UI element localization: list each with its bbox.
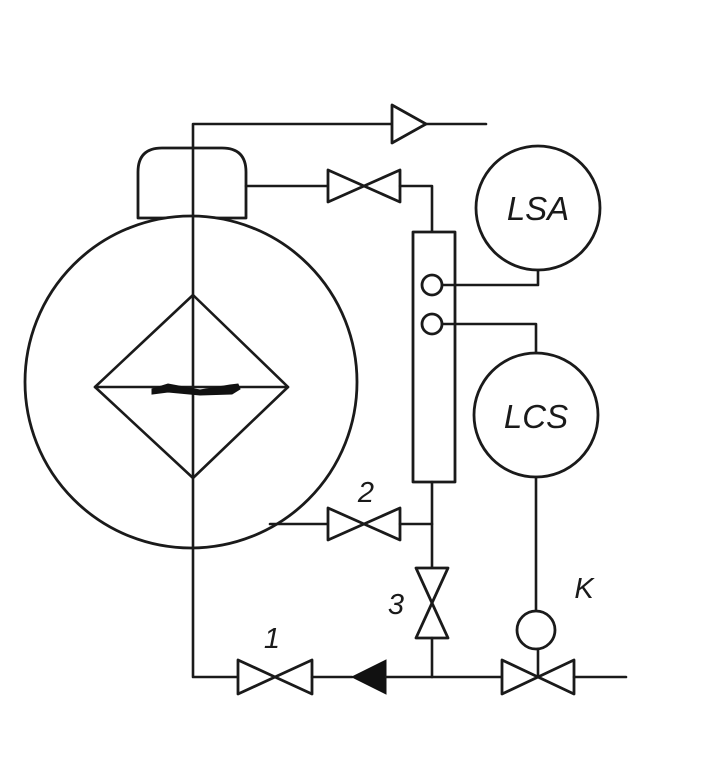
valve-3 [414,566,450,605]
valve-2-label: 2 [357,477,374,509]
gauge-switch-upper [420,273,444,297]
heat-exchanger-diamond [93,293,290,480]
valve-1-label: 1 [264,623,280,655]
drain-line: 3 [388,566,450,679]
upper-sensing-line [244,168,434,234]
valve-2 [326,506,366,542]
feed-line: 1 K [191,546,628,696]
lsa-instrument: LSA [440,144,602,287]
upper-valve [326,168,366,204]
outlet-arrow [390,103,428,145]
heat-exchanger-tube [151,383,241,396]
check-valve [350,659,387,695]
outlet-line [191,103,488,218]
lcs-instrument: LCS [440,322,600,614]
control-valve [500,658,540,696]
level-gauge-column [411,230,457,484]
valve-1 [236,658,277,696]
control-valve-label: K [574,573,595,605]
lower-sensing-line: 2 [268,477,434,570]
lcs-label: LCS [504,398,568,435]
lsa-label: LSA [507,190,569,227]
vessel [23,146,359,550]
vessel-body [23,214,359,550]
gauge-switch-lower [420,312,444,336]
level-gauge [411,230,457,484]
control-valve-actuator [515,609,557,651]
valve-3-label: 3 [388,589,404,621]
